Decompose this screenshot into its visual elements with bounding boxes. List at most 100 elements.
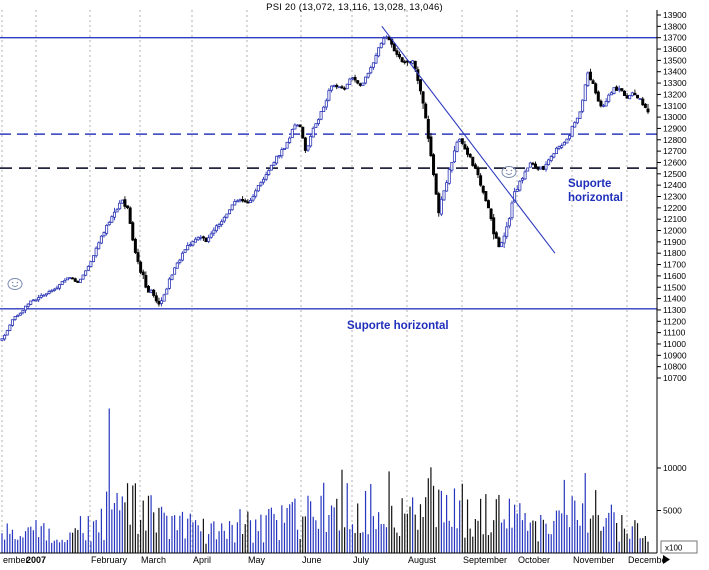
candle-body — [369, 67, 373, 74]
candle-body — [34, 299, 38, 302]
candle-body — [622, 90, 626, 96]
candle-body — [379, 42, 383, 49]
volume-bar — [537, 541, 539, 553]
volume-bar — [61, 539, 63, 553]
candle-body — [421, 91, 425, 104]
scroll-right-icon[interactable] — [663, 555, 670, 564]
smiley-eye — [510, 169, 513, 172]
volume-bar — [247, 511, 249, 553]
volume-bar — [194, 520, 197, 553]
candle-body — [507, 218, 511, 227]
volume-bar — [404, 513, 406, 553]
volume-bar — [72, 532, 74, 553]
candle-body — [439, 198, 443, 215]
candle-body — [633, 92, 637, 96]
candle-body — [630, 92, 634, 97]
volume-bar — [43, 523, 45, 553]
candle-body — [581, 99, 585, 112]
candle-body — [455, 141, 459, 152]
volume-bar — [213, 521, 215, 553]
candle-body — [275, 155, 279, 164]
candle-body — [204, 237, 208, 243]
volume-bar — [24, 531, 27, 553]
volume-layer — [1, 408, 649, 553]
volume-bar — [634, 520, 636, 553]
price-axis-label: 11900 — [663, 237, 686, 247]
volume-bar — [140, 519, 142, 553]
candle-body — [115, 209, 119, 213]
volume-bar — [417, 529, 419, 553]
volume-bar — [548, 533, 550, 553]
volume-bar — [53, 540, 55, 553]
candle-body — [314, 123, 318, 129]
candle-body — [434, 173, 438, 195]
candle-body — [248, 200, 252, 203]
volume-bar — [187, 518, 189, 553]
candle-body — [578, 111, 582, 119]
volume-bar — [286, 507, 288, 553]
volume-bar — [587, 532, 589, 553]
price-axis-label: 13400 — [663, 67, 687, 77]
price-axis-label: 13100 — [663, 101, 687, 111]
volume-bar — [466, 499, 469, 553]
candle-body — [481, 185, 485, 193]
price-axis-label: 11600 — [663, 271, 686, 281]
candle-body — [175, 262, 179, 269]
candle-body — [350, 77, 354, 80]
candle-body — [3, 334, 7, 340]
candle-body — [118, 202, 122, 210]
volume-bar — [589, 518, 592, 553]
candle-body — [554, 147, 558, 155]
volume-bar — [147, 495, 150, 553]
volume-bar — [210, 523, 212, 553]
volume-bar — [490, 532, 492, 553]
candle-body — [298, 124, 302, 128]
candle-body — [450, 161, 454, 171]
volume-bar — [121, 496, 123, 553]
volume-bar — [422, 517, 424, 553]
candle-body — [345, 83, 349, 90]
price-axis-label: 10800 — [663, 362, 687, 372]
candle-body — [353, 77, 357, 81]
candle-body — [94, 247, 98, 257]
candle-body — [502, 235, 506, 244]
candle-body — [131, 222, 135, 241]
volume-bar — [30, 526, 32, 553]
candle-body — [643, 103, 647, 108]
volume-bar — [74, 528, 76, 553]
volume-bar — [40, 526, 42, 553]
volume-bar — [602, 526, 605, 553]
candle-body — [39, 294, 43, 298]
volume-bar — [6, 523, 8, 553]
volume-bar — [197, 525, 199, 553]
candle-body — [442, 190, 446, 201]
candle-body — [594, 83, 598, 94]
price-axis-label: 12900 — [663, 123, 687, 133]
volume-bar — [443, 522, 445, 553]
volume-bar — [137, 533, 139, 553]
volume-bar — [242, 534, 244, 553]
candle-body — [565, 138, 569, 144]
candle-body — [531, 162, 535, 165]
volume-bar — [234, 542, 236, 553]
volume-bar — [461, 483, 463, 553]
month-label: February — [91, 555, 128, 565]
volume-bar — [406, 513, 408, 553]
volume-bar — [124, 502, 126, 553]
candle-body — [371, 62, 375, 68]
volume-bar — [561, 513, 563, 553]
volume-bar — [249, 520, 252, 553]
volume-bar — [349, 529, 351, 553]
candle-body — [146, 285, 150, 293]
volume-bar — [325, 531, 327, 553]
candle-body — [13, 316, 17, 320]
candle-body — [364, 76, 368, 84]
candle-body — [636, 94, 640, 99]
price-axis-label: 10700 — [663, 373, 687, 383]
candle-body — [167, 278, 171, 289]
volume-bar — [32, 530, 34, 553]
candle-body — [133, 238, 137, 253]
volume-bar — [524, 513, 526, 553]
volume-bar — [480, 498, 482, 553]
